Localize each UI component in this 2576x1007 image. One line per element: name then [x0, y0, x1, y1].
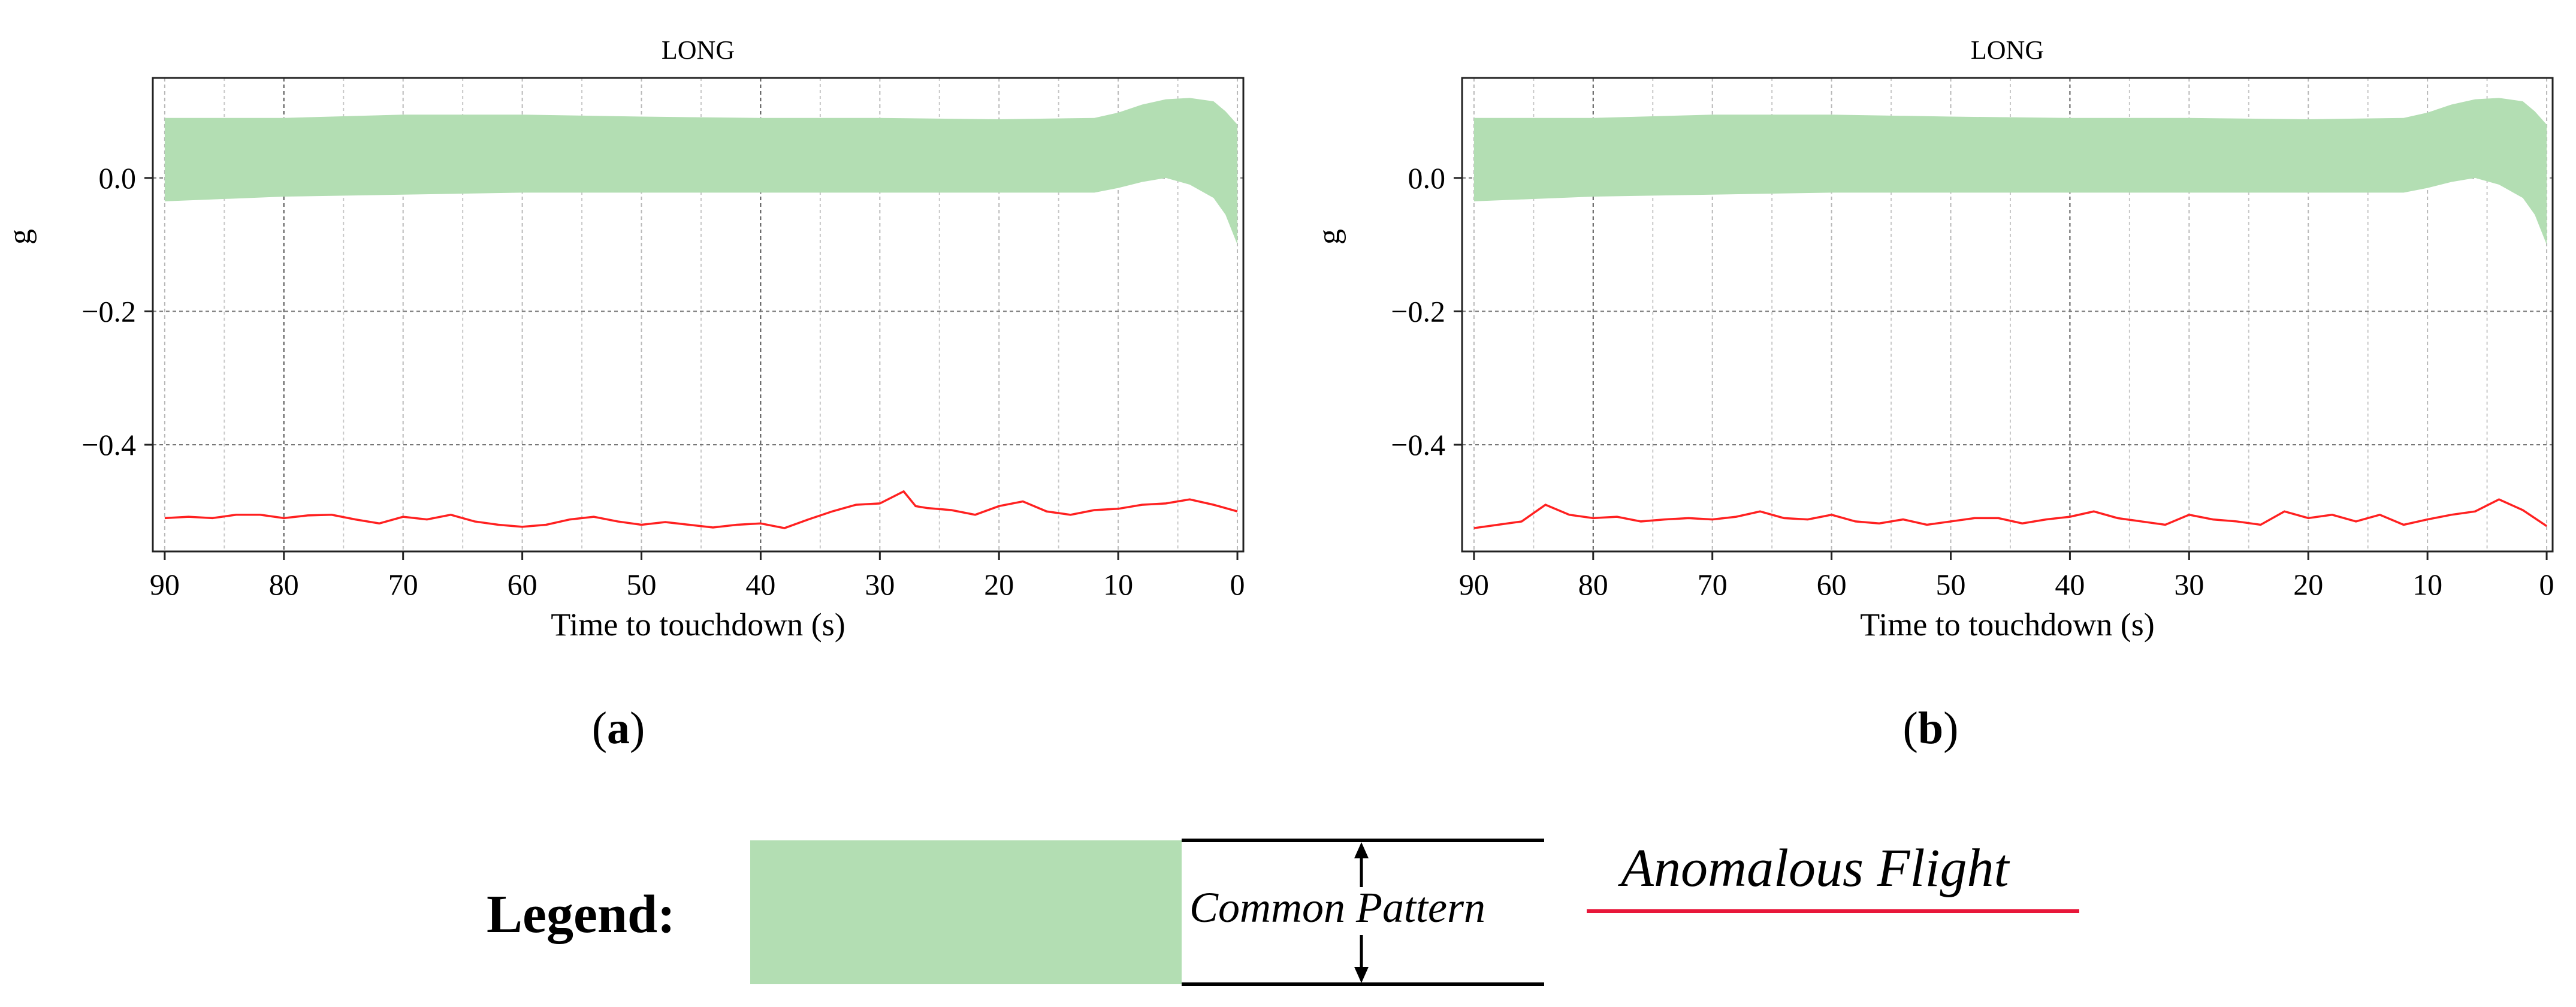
- x-axis-label: Time to touchdown (s): [1860, 607, 2155, 643]
- x-tick-label: 40: [2055, 568, 2085, 601]
- common-pattern-band: [1473, 98, 2547, 245]
- x-tick-label: 90: [150, 568, 180, 601]
- y-axis-label: g: [3, 229, 37, 245]
- chart-title: LONG: [662, 35, 735, 65]
- legend-title: Legend:: [487, 885, 675, 944]
- legend-arrow-up-icon: [1354, 842, 1369, 858]
- chart-title: LONG: [1971, 35, 2044, 65]
- x-tick-label: 30: [2174, 568, 2204, 601]
- y-tick-label: 0.0: [1408, 161, 1446, 195]
- plot-frame: [152, 77, 1245, 553]
- y-tick-label: −0.2: [81, 294, 136, 328]
- panel-label-a: (a): [592, 703, 645, 753]
- legend-common-pattern-patch: [750, 840, 1182, 984]
- x-tick-label: 30: [865, 568, 895, 601]
- x-tick-label: 80: [269, 568, 299, 601]
- x-tick-label: 50: [627, 568, 657, 601]
- x-tick-label: 80: [1578, 568, 1608, 601]
- y-tick-label: −0.4: [1391, 428, 1445, 462]
- x-tick-label: 10: [2412, 568, 2442, 601]
- x-tick-label: 0: [1230, 568, 1245, 601]
- x-tick-label: 0: [2539, 568, 2554, 601]
- plot-frame: [1461, 77, 2554, 553]
- anomalous-flight-line: [1473, 498, 2548, 529]
- x-tick-label: 10: [1103, 568, 1133, 601]
- x-tick-label: 60: [1817, 568, 1847, 601]
- panel-label-b: (b): [1903, 703, 1959, 753]
- legend-arrow-down-icon: [1354, 967, 1369, 983]
- x-tick-label: 70: [1698, 568, 1728, 601]
- x-tick-label: 20: [984, 568, 1014, 601]
- x-tick-label: 50: [1936, 568, 1966, 601]
- x-tick-label: 60: [508, 568, 537, 601]
- chart-panel-a: 90 80 70 60 50 40 30 20 10 0 0.0 −0.2 −0.4 LONG Time t…: [3, 35, 1245, 643]
- y-tick-label: −0.4: [81, 428, 136, 462]
- y-axis-label: g: [1312, 229, 1346, 245]
- anomalous-flight-line: [164, 490, 1238, 529]
- x-tick-label: 40: [745, 568, 775, 601]
- x-tick-label: 20: [2293, 568, 2323, 601]
- y-tick-label: 0.0: [99, 161, 137, 195]
- y-tick-label: −0.2: [1391, 294, 1445, 328]
- x-axis-label: Time to touchdown (s): [551, 607, 845, 643]
- x-tick-label: 90: [1459, 568, 1489, 601]
- common-pattern-band: [164, 98, 1238, 245]
- x-tick-label: 70: [388, 568, 418, 601]
- legend-anomalous-flight-label: Anomalous Flight: [1618, 839, 2010, 898]
- chart-panel-b: 90 80 70 60 50 40 30 20 10 0 0.0 −0.2 −0.4 LONG Time t…: [1312, 35, 2554, 643]
- legend-common-pattern-label: Common Pattern: [1189, 884, 1485, 931]
- legend: Legend: Common Pattern Anomalous Flight: [487, 839, 2079, 986]
